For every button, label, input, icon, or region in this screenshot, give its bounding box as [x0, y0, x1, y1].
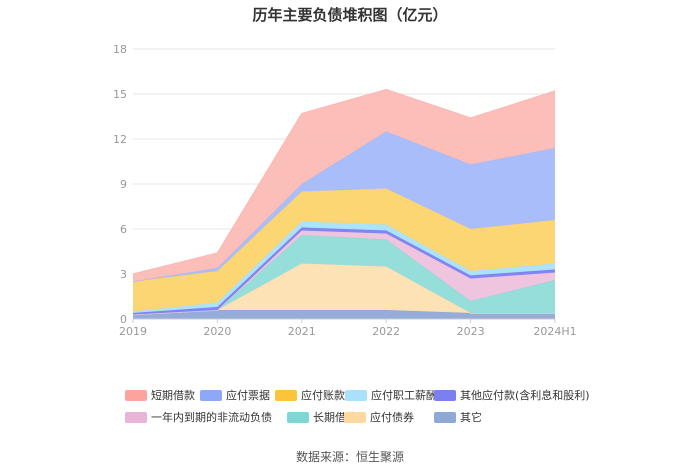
legend-item[interactable]: 短期借款: [125, 388, 195, 402]
legend-item[interactable]: 应付职工薪酬: [345, 388, 437, 402]
y-tick-label: 6: [120, 223, 127, 236]
legend-swatch: [125, 411, 147, 423]
x-tick-label: 2019: [119, 325, 147, 338]
legend-label: 应付票据: [226, 389, 270, 402]
legend-item[interactable]: 应付债券: [344, 410, 414, 424]
legend-label: 其他应付款(含利息和股利): [460, 389, 590, 402]
legend-swatch: [200, 389, 222, 401]
legend-swatch: [275, 389, 297, 401]
legend-label: 应付账款: [301, 389, 345, 402]
x-tick-label: 2020: [203, 325, 231, 338]
legend-label: 应付债券: [370, 411, 414, 424]
axes: 0 3 6 9 12 15 18 2019 2020 2021 2022 2023 2024H1: [113, 43, 577, 338]
x-tick-label: 2021: [288, 325, 316, 338]
legend-label: 应付职工薪酬: [371, 389, 437, 402]
area-series: [132, 88, 556, 319]
legend-label: 其它: [460, 411, 482, 424]
data-source: 数据来源：恒生聚源: [295, 450, 404, 464]
legend-item[interactable]: 其它: [434, 410, 482, 424]
legend-swatch: [125, 389, 147, 401]
y-tick-label: 9: [120, 178, 127, 191]
legend-item[interactable]: 应付票据: [200, 388, 270, 402]
y-tick-label: 12: [113, 133, 127, 146]
legend-swatch: [344, 411, 366, 423]
area-series-7: [133, 131, 555, 282]
y-tick-label: 18: [113, 43, 127, 56]
legend-swatch: [345, 389, 367, 401]
legend-swatch: [287, 411, 309, 423]
legend-swatch: [434, 411, 456, 423]
legend-label: 一年内到期的非流动负债: [151, 411, 272, 424]
area-series-2: [133, 235, 555, 315]
x-tick-label: 2022: [372, 325, 400, 338]
legend-item[interactable]: 应付账款: [275, 388, 345, 402]
y-tick-label: 15: [113, 88, 127, 101]
legend-swatch: [434, 389, 456, 401]
x-tick-label: 2023: [457, 325, 485, 338]
x-tick-label: 2024H1: [533, 325, 576, 338]
legend-item[interactable]: 其他应付款(含利息和股利): [434, 388, 590, 402]
y-tick-label: 0: [120, 313, 127, 326]
area-series-8: [133, 89, 555, 282]
y-tick-label: 3: [120, 268, 127, 281]
legend-item[interactable]: 一年内到期的非流动负债: [125, 410, 272, 424]
chart-title: 历年主要负债堆积图（亿元）: [252, 6, 448, 24]
area-edge-8: [132, 88, 556, 275]
legend-label: 短期借款: [151, 389, 195, 402]
